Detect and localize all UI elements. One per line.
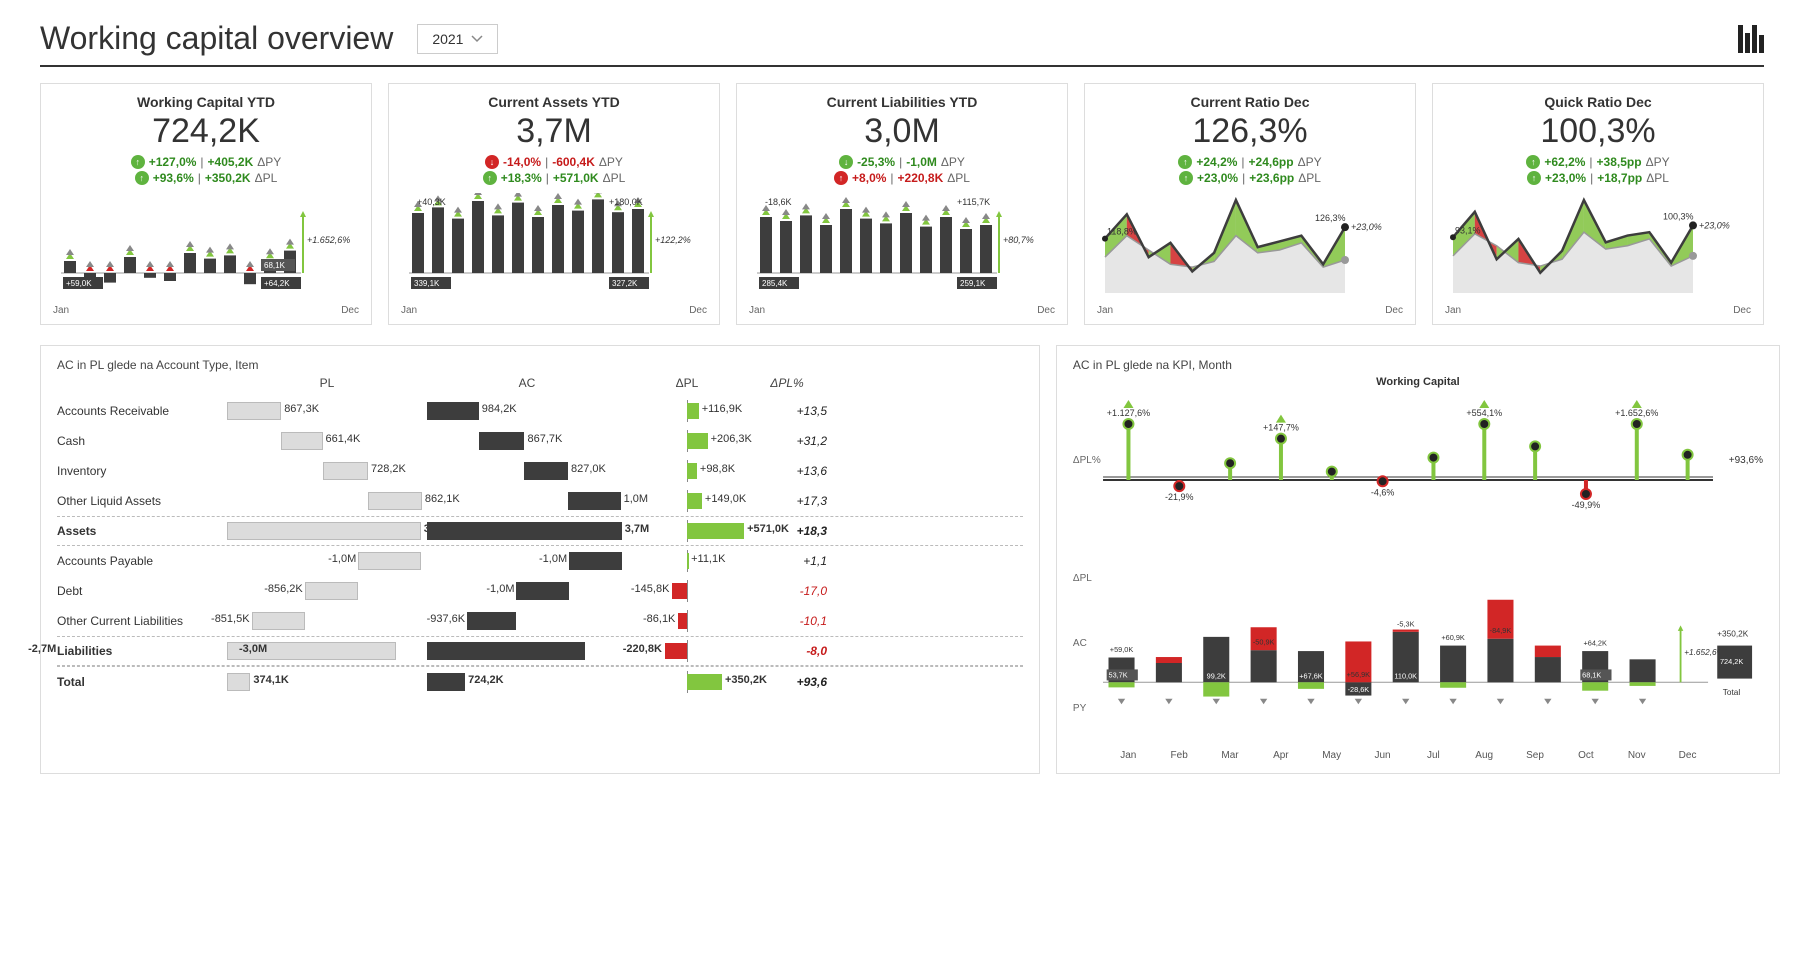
svg-text:100,3%: 100,3% bbox=[1663, 211, 1694, 221]
svg-text:285,4K: 285,4K bbox=[762, 279, 788, 288]
waterfall-row: Debt -856,2K -1,0M -145,8K -17,0 bbox=[57, 576, 1023, 606]
svg-text:327,2K: 327,2K bbox=[612, 279, 638, 288]
svg-text:724,2K: 724,2K bbox=[1720, 657, 1743, 666]
svg-text:+56,9K: +56,9K bbox=[1347, 670, 1371, 679]
svg-text:53,7K: 53,7K bbox=[1108, 671, 1127, 680]
lollipop-section: ΔPL% +1.127,6%-21,9%+147,7%-4,6%+554,1%-… bbox=[1073, 390, 1763, 530]
svg-text:+147,7%: +147,7% bbox=[1263, 423, 1299, 433]
svg-text:Total: Total bbox=[1723, 688, 1741, 697]
svg-text:+350,2K: +350,2K bbox=[1717, 629, 1748, 638]
kpi-card-cr: Current Ratio Dec 126,3% ↑ +24,2% | +24,… bbox=[1084, 83, 1416, 325]
svg-text:+80,7%: +80,7% bbox=[1003, 235, 1034, 245]
kpi-value: 126,3% bbox=[1097, 112, 1403, 151]
waterfall-row: Accounts Receivable 867,3K 984,2K +116,9… bbox=[57, 396, 1023, 426]
svg-text:+40,3K: +40,3K bbox=[417, 197, 446, 207]
svg-text:126,3%: 126,3% bbox=[1315, 213, 1346, 223]
svg-text:+23,0%: +23,0% bbox=[1699, 220, 1730, 230]
svg-text:-49,9%: -49,9% bbox=[1572, 500, 1601, 510]
waterfall-headers: PL AC ΔPL ΔPL% bbox=[57, 376, 1023, 390]
svg-text:+115,7K: +115,7K bbox=[957, 197, 990, 207]
waterfall-row: Accounts Payable -1,0M -1,0M +11,1K +1,1 bbox=[57, 546, 1023, 576]
kpi-value: 3,7M bbox=[401, 112, 707, 151]
kpi-card-cl: Current Liabilities YTD 3,0M ↓ -25,3% | … bbox=[736, 83, 1068, 325]
month-axis: JanFebMarAprMayJunJulAugSepOctNovDec bbox=[1103, 750, 1763, 761]
waterfall-row: Cash 661,4K 867,7K +206,3K +31,2 bbox=[57, 426, 1023, 456]
svg-text:+1.652,6%: +1.652,6% bbox=[1615, 408, 1658, 418]
kpi-minichart: +40,3K +180,0K 339,1K 339,1K 327,2K +122… bbox=[401, 193, 707, 303]
kpi-title: Current Ratio Dec bbox=[1097, 94, 1403, 110]
variance-bar-chart: +59,0K 99,2K -50,9K +67,6K +56,9K -28,6K -5,3K… bbox=[1103, 546, 1763, 746]
svg-text:-4,6%: -4,6% bbox=[1371, 487, 1395, 497]
kpi-minichart: 93,1% 100,3% +23,0% bbox=[1445, 193, 1751, 303]
page-title: Working capital overview bbox=[40, 20, 393, 57]
svg-text:+64,2K: +64,2K bbox=[264, 279, 290, 288]
waterfall-row: Assets 3,1M 3,7M +571,0K +18,3 bbox=[57, 516, 1023, 546]
kpi-value: 724,2K bbox=[53, 112, 359, 151]
svg-text:68,1K: 68,1K bbox=[1582, 671, 1601, 680]
right-title: AC in PL glede na KPI, Month bbox=[1073, 358, 1763, 372]
svg-text:110,0K: 110,0K bbox=[1394, 672, 1417, 681]
logo-icon bbox=[1738, 25, 1764, 53]
right-subtitle: Working Capital bbox=[1073, 376, 1763, 388]
svg-text:+60,9K: +60,9K bbox=[1441, 633, 1465, 642]
svg-text:+59,0K: +59,0K bbox=[1110, 645, 1134, 654]
svg-text:+122,2%: +122,2% bbox=[655, 235, 691, 245]
svg-text:+23,0%: +23,0% bbox=[1351, 222, 1382, 232]
svg-text:+1.652,6%: +1.652,6% bbox=[307, 235, 350, 245]
kpi-minichart: 118,8% 126,3% +23,0% bbox=[1097, 193, 1403, 303]
kpi-card-qr: Quick Ratio Dec 100,3% ↑ +62,2% | +38,5p… bbox=[1432, 83, 1764, 325]
waterfall-title: AC in PL glede na Account Type, Item bbox=[57, 358, 1023, 372]
waterfall-row: Total 374,1K 724,2K +350,2K +93,6 bbox=[57, 666, 1023, 696]
svg-text:-18,6K: -18,6K bbox=[765, 197, 792, 207]
svg-text:-5,3K: -5,3K bbox=[1397, 619, 1415, 628]
waterfall-panel: AC in PL glede na Account Type, Item PL … bbox=[40, 345, 1040, 774]
svg-text:-28,6K: -28,6K bbox=[1347, 685, 1369, 694]
chevron-down-icon bbox=[471, 35, 483, 43]
svg-text:+180,0K: +180,0K bbox=[609, 197, 643, 207]
waterfall-row: Liabilities -2,7M -3,0M -220,8K -8,0 bbox=[57, 636, 1023, 666]
svg-text:339,1K: 339,1K bbox=[414, 279, 440, 288]
kpi-value: 3,0M bbox=[749, 112, 1055, 151]
kpi-row: Working Capital YTD 724,2K ↑ +127,0% | +… bbox=[40, 83, 1764, 325]
svg-text:-84,9K: -84,9K bbox=[1490, 626, 1512, 635]
header: Working capital overview 2021 bbox=[40, 20, 1764, 67]
svg-text:+554,1%: +554,1% bbox=[1466, 408, 1502, 418]
year-select[interactable]: 2021 bbox=[417, 24, 498, 54]
right-panel: AC in PL glede na KPI, Month Working Cap… bbox=[1056, 345, 1780, 774]
kpi-minichart: -18,6K +115,7K 285,4K 285,4K 259,1K +80,… bbox=[749, 193, 1055, 303]
panels: AC in PL glede na Account Type, Item PL … bbox=[40, 345, 1764, 774]
svg-text:259,1K: 259,1K bbox=[960, 279, 986, 288]
svg-text:93,1%: 93,1% bbox=[1455, 225, 1481, 235]
waterfall-row: Other Current Liabilities -851,5K -937,6… bbox=[57, 606, 1023, 636]
svg-text:+1.127,6%: +1.127,6% bbox=[1107, 408, 1150, 418]
kpi-title: Working Capital YTD bbox=[53, 94, 359, 110]
row-label-dpl: ΔPL bbox=[1073, 573, 1103, 584]
svg-text:99,2K: 99,2K bbox=[1207, 672, 1226, 681]
kpi-minichart: +59,0K +59,0K +64,2K 68,1K +1.652,6% bbox=[53, 193, 359, 303]
svg-text:68,1K: 68,1K bbox=[264, 261, 286, 270]
kpi-card-ca: Current Assets YTD 3,7M ↓ -14,0% | -600,… bbox=[388, 83, 720, 325]
svg-text:-21,9%: -21,9% bbox=[1165, 492, 1194, 502]
svg-text:+59,0K: +59,0K bbox=[66, 279, 92, 288]
waterfall-body: Accounts Receivable 867,3K 984,2K +116,9… bbox=[57, 396, 1023, 696]
kpi-title: Current Liabilities YTD bbox=[749, 94, 1055, 110]
svg-text:+64,2K: +64,2K bbox=[1583, 639, 1607, 648]
kpi-title: Quick Ratio Dec bbox=[1445, 94, 1751, 110]
row-label-ac: AC bbox=[1073, 638, 1103, 649]
year-value: 2021 bbox=[432, 31, 463, 47]
kpi-value: 100,3% bbox=[1445, 112, 1751, 151]
svg-text:+67,6K: +67,6K bbox=[1299, 672, 1323, 681]
svg-text:-50,9K: -50,9K bbox=[1253, 638, 1275, 647]
header-left: Working capital overview 2021 bbox=[40, 20, 498, 57]
row-label-py: PY bbox=[1073, 703, 1103, 714]
svg-text:118,8%: 118,8% bbox=[1107, 227, 1137, 237]
waterfall-row: Other Liquid Assets 862,1K 1,0M +149,0K … bbox=[57, 486, 1023, 516]
lollipop-chart: +1.127,6% -21,9% +147,7% -4,6% +554,1% -49,9%… bbox=[1103, 390, 1713, 530]
kpi-card-wc: Working Capital YTD 724,2K ↑ +127,0% | +… bbox=[40, 83, 372, 325]
kpi-title: Current Assets YTD bbox=[401, 94, 707, 110]
waterfall-row: Inventory 728,2K 827,0K +98,8K +13,6 bbox=[57, 456, 1023, 486]
